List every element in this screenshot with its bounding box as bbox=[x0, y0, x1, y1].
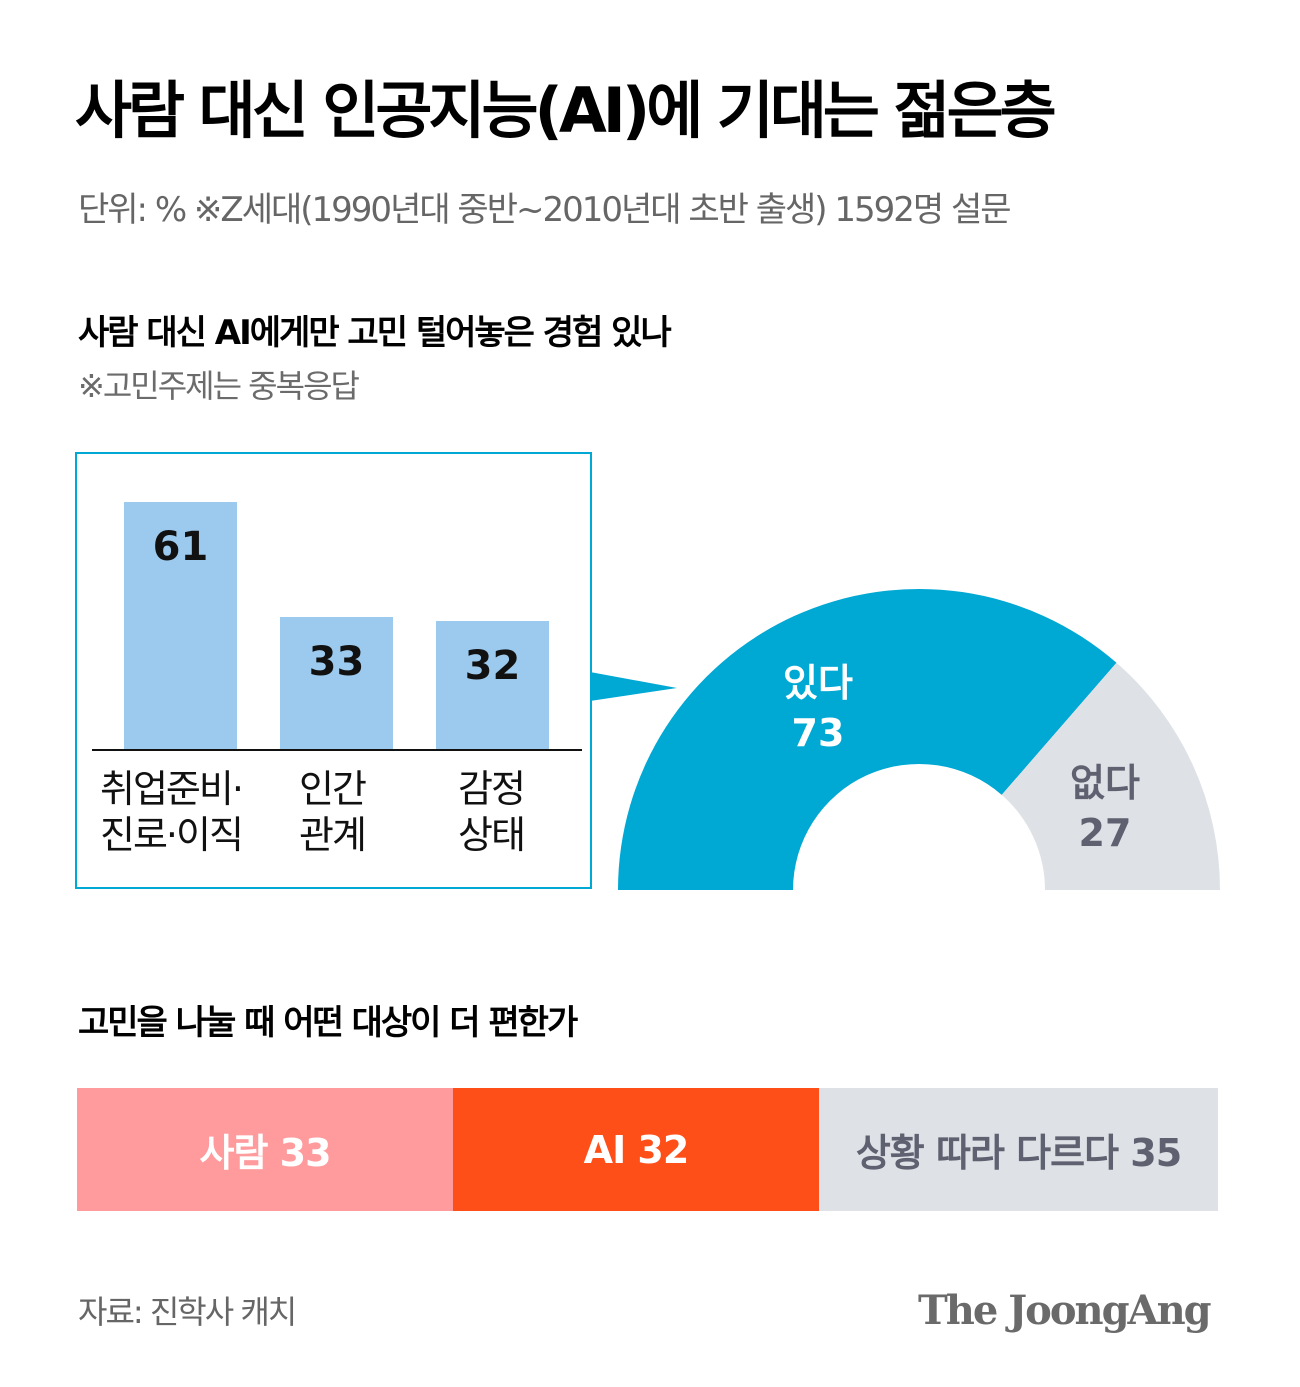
bar-relationship: 33 bbox=[280, 617, 393, 749]
x-axis-line bbox=[92, 749, 582, 751]
publisher-logo: The JoongAng bbox=[918, 1287, 1212, 1334]
label-value: 73 bbox=[791, 711, 845, 755]
section1-title: 사람 대신 AI에게만 고민 털어놓은 경험 있나 bbox=[78, 313, 672, 353]
category-label-job: 취업준비· 진로·이직 bbox=[100, 766, 244, 858]
section1-note: ※고민주제는 중복응답 bbox=[78, 367, 360, 405]
section2-title: 고민을 나눌 때 어떤 대상이 더 편한가 bbox=[78, 1003, 578, 1043]
segment-label: 사람 33 bbox=[199, 1131, 331, 1175]
donut-label-no: 없다 27 bbox=[1045, 758, 1165, 858]
segment-label: AI 32 bbox=[583, 1127, 690, 1172]
category-label-relationship: 인간 관계 bbox=[299, 766, 367, 858]
category-line: 감정 bbox=[458, 767, 526, 811]
label-text: 있다 bbox=[783, 661, 853, 705]
bar-job: 61 bbox=[124, 502, 237, 749]
category-line: 인간 bbox=[299, 767, 367, 811]
segment-depends: 상황 따라 다르다 35 bbox=[819, 1088, 1218, 1211]
donut-segment-no bbox=[1001, 662, 1220, 890]
segment-label: 상황 따라 다르다 35 bbox=[855, 1131, 1182, 1175]
category-line: 취업준비· bbox=[100, 767, 244, 811]
page-title: 사람 대신 인공지능(AI)에 기대는 젊은층 bbox=[75, 74, 1057, 147]
stacked-bar: 사람 33 AI 32 상황 따라 다르다 35 bbox=[77, 1088, 1218, 1211]
unit-note: 단위: % ※Z세대(1990년대 중반~2010년대 초반 출생) 1592명… bbox=[78, 190, 1012, 230]
label-text: 없다 bbox=[1070, 761, 1140, 805]
source-note: 자료: 진학사 캐치 bbox=[78, 1293, 297, 1331]
pointer-triangle bbox=[590, 672, 677, 701]
category-line: 관계 bbox=[299, 813, 367, 857]
label-value: 27 bbox=[1078, 811, 1132, 855]
category-line: 상태 bbox=[458, 813, 526, 857]
category-label-emotion: 감정 상태 bbox=[458, 766, 526, 858]
segment-person: 사람 33 bbox=[77, 1088, 453, 1211]
segment-ai: AI 32 bbox=[453, 1088, 819, 1211]
category-line: 진로·이직 bbox=[100, 813, 244, 857]
bar-value: 32 bbox=[464, 643, 521, 689]
topic-bar-chart: 61 33 32 취업준비· 진로·이직 인간 관계 감정 상태 bbox=[75, 452, 592, 889]
bar-value: 61 bbox=[152, 524, 209, 570]
bar-emotion: 32 bbox=[436, 621, 549, 749]
bar-value: 33 bbox=[308, 639, 365, 685]
donut-label-yes: 있다 73 bbox=[758, 658, 878, 758]
donut-segment-yes bbox=[618, 588, 1117, 890]
